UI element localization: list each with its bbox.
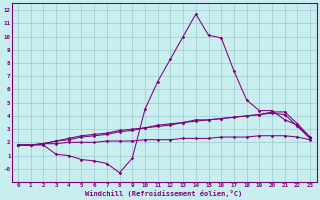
X-axis label: Windchill (Refroidissement éolien,°C): Windchill (Refroidissement éolien,°C): [85, 190, 243, 197]
